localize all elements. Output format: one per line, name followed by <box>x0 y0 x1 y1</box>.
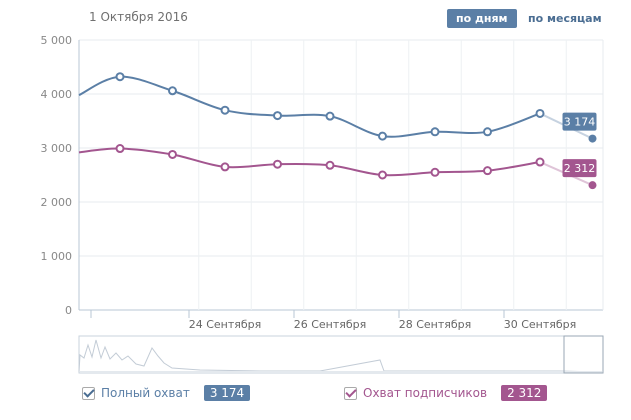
y-tick-label: 0 <box>65 304 72 317</box>
data-point <box>220 162 230 172</box>
x-tick-label: 26 Сентября <box>294 318 367 331</box>
toggle-by-months[interactable]: по месяцам <box>528 12 602 25</box>
toggle-by-days[interactable]: по дням <box>447 9 517 28</box>
navigator-window-handle <box>563 335 604 374</box>
data-point <box>535 108 545 118</box>
data-point <box>115 72 125 82</box>
data-point <box>115 144 125 154</box>
end-label-bg <box>562 159 597 178</box>
x-tick-label: 28 Сентября <box>399 318 472 331</box>
data-point <box>168 86 177 96</box>
series-line-subs <box>78 147 541 177</box>
y-tick-label: 1 000 <box>41 250 73 263</box>
data-point <box>220 105 230 115</box>
data-point <box>273 159 282 169</box>
data-point <box>483 166 492 176</box>
data-point <box>325 111 335 121</box>
navigator-baseline <box>80 371 602 373</box>
x-tick-label: 24 Сентября <box>189 318 262 331</box>
legend-subscribers[interactable]: Охват подписчиков 2 312 <box>344 383 548 403</box>
x-tick-label: 30 Сентября <box>504 318 577 331</box>
data-point <box>483 127 492 137</box>
series-line-reach <box>78 75 541 138</box>
data-point <box>378 170 387 180</box>
y-tick-label: 5 000 <box>41 34 73 47</box>
data-point <box>325 160 335 170</box>
data-point <box>430 127 440 137</box>
legend-subscribers-label: Охват подписчиков <box>363 386 488 400</box>
y-tick-label: 3 000 <box>41 142 73 155</box>
checkbox-icon[interactable] <box>344 386 357 400</box>
data-point <box>168 149 177 159</box>
end-label-bg <box>562 112 597 131</box>
data-point <box>430 167 440 177</box>
navigator-line <box>78 339 601 373</box>
legend-subscribers-value: 2 312 <box>501 385 548 401</box>
data-point <box>378 131 387 141</box>
date-label: 1 Октября 2016 <box>89 10 188 24</box>
data-point <box>273 111 282 121</box>
y-tick-label: 4 000 <box>41 88 73 101</box>
legend-reach[interactable]: Полный охват 3 174 <box>82 383 251 403</box>
y-tick-label: 2 000 <box>41 196 73 209</box>
end-label-text: 2 312 <box>564 162 596 175</box>
data-point-last <box>588 134 597 143</box>
legend-reach-label: Полный охват <box>101 386 190 400</box>
data-point-last <box>588 181 597 190</box>
legend-reach-value: 3 174 <box>203 385 251 401</box>
data-point <box>535 157 545 167</box>
checkbox-icon[interactable] <box>82 386 95 400</box>
end-label-text: 3 174 <box>564 116 596 129</box>
